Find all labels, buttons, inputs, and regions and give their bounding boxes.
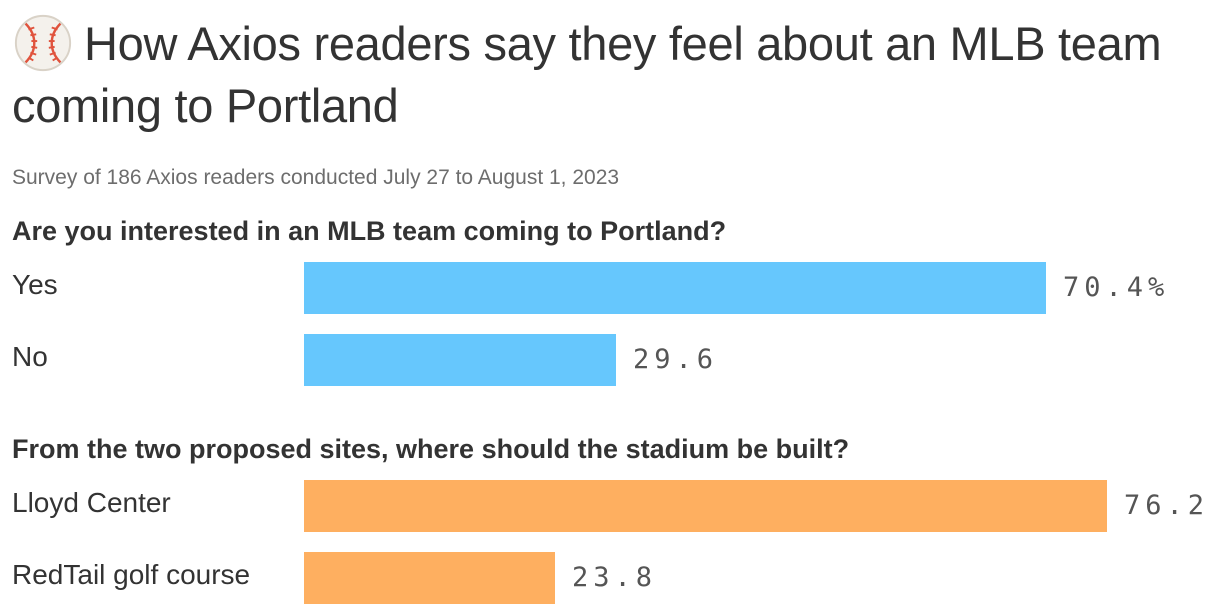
bar — [304, 480, 1107, 532]
section-title-1: Are you interested in an MLB team coming… — [12, 216, 727, 246]
value-label: 23.8 — [572, 562, 658, 593]
bar — [304, 334, 616, 386]
chart-header: How Axios readers say they feel about an… — [12, 12, 1202, 137]
value-label: 70.4% — [1063, 272, 1170, 303]
bar-label: Yes — [12, 269, 58, 300]
chart-subtitle: Survey of 186 Axios readers conducted Ju… — [12, 166, 620, 189]
chart-title: How Axios readers say they feel about an… — [12, 17, 1162, 132]
bar — [304, 552, 555, 604]
value-label: 76.2 — [1124, 490, 1210, 521]
bar — [304, 262, 1046, 314]
baseball-icon — [14, 14, 72, 72]
chart-title-row: How Axios readers say they feel about an… — [12, 12, 1202, 137]
section-title-2: From the two proposed sites, where shoul… — [12, 434, 850, 464]
bar-label: Lloyd Center — [12, 487, 171, 518]
bar-label: No — [12, 341, 48, 372]
value-label: 29.6 — [633, 344, 719, 375]
bar-label: RedTail golf course — [12, 559, 251, 590]
